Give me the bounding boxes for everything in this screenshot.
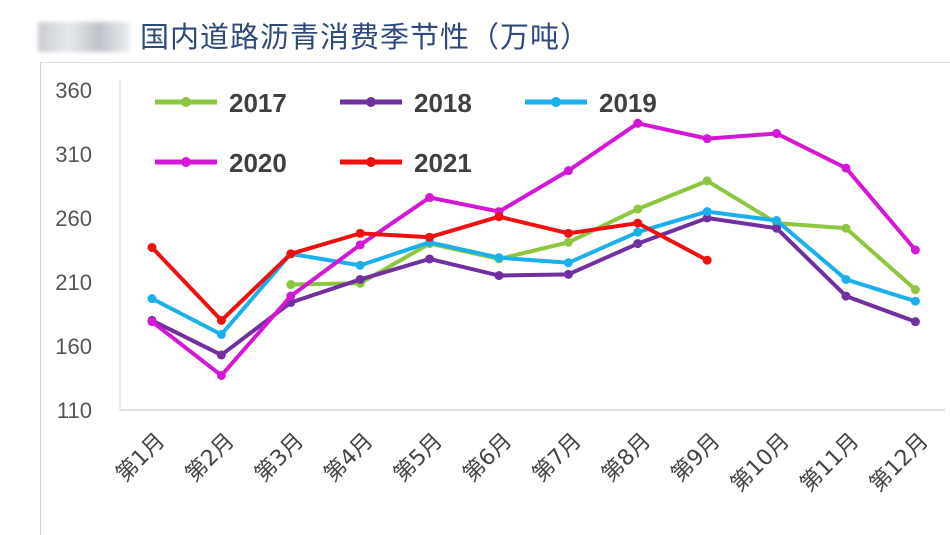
series-line-2021 (150, 214, 709, 323)
data-point-2020 (772, 129, 782, 139)
data-point-2017 (286, 280, 296, 290)
data-point-2021 (633, 218, 643, 228)
data-point-2019 (147, 294, 157, 304)
data-point-2021 (494, 212, 504, 222)
data-point-2018 (563, 269, 573, 279)
legend-label-2020: 2020 (229, 148, 287, 178)
legend-label-2018: 2018 (414, 88, 472, 118)
watermark-logo (38, 22, 130, 52)
y-tick-label: 110 (57, 398, 92, 423)
legend-label-2021: 2021 (414, 148, 472, 178)
data-point-2019 (910, 296, 920, 306)
data-point-2018 (910, 317, 920, 327)
data-point-2020 (633, 118, 643, 128)
data-point-2020 (910, 245, 920, 255)
data-point-2017 (563, 237, 573, 247)
data-point-2017 (702, 176, 712, 186)
data-point-2021 (702, 255, 712, 265)
data-point-2018 (216, 350, 226, 360)
data-point-2020 (147, 317, 157, 327)
legend-label-2019: 2019 (599, 88, 657, 118)
data-point-2020 (286, 291, 296, 301)
data-point-2018 (633, 239, 643, 249)
x-tick-label: 第5月 (389, 429, 448, 488)
data-point-2017 (841, 223, 851, 233)
x-tick-label: 第1月 (112, 429, 171, 488)
legend-marker-2019 (551, 97, 561, 107)
data-point-2018 (772, 223, 782, 233)
legend-marker-2017 (181, 97, 191, 107)
data-point-2019 (494, 253, 504, 263)
data-point-2021 (563, 228, 573, 238)
data-point-2019 (355, 260, 365, 270)
series-line-2020 (150, 121, 917, 378)
y-tick-label: 260 (55, 206, 92, 231)
x-tick-label: 第8月 (597, 429, 656, 488)
legend-marker-2018 (366, 97, 376, 107)
data-point-2018 (702, 213, 712, 223)
legend-marker-2020 (181, 157, 191, 167)
y-tick-label: 160 (55, 334, 92, 359)
data-point-2020 (216, 370, 226, 380)
x-tick-label: 第3月 (250, 429, 309, 488)
data-point-2017 (633, 204, 643, 214)
y-tick-label: 360 (55, 78, 92, 103)
data-point-2018 (425, 254, 435, 264)
chart-title: 国内道路沥青消费季节性（万吨） (140, 20, 591, 54)
data-point-2019 (633, 227, 643, 237)
y-tick-label: 310 (55, 142, 92, 167)
data-point-2020 (702, 134, 712, 144)
data-point-2021 (216, 315, 226, 325)
x-tick-label: 第7月 (528, 429, 587, 488)
data-point-2019 (563, 258, 573, 268)
data-point-2018 (494, 271, 504, 281)
series-line-2018 (151, 216, 917, 357)
x-tick-label: 第12月 (865, 429, 934, 498)
data-point-2019 (702, 207, 712, 217)
data-point-2018 (841, 291, 851, 301)
data-point-2020 (841, 163, 851, 173)
chart-frame (40, 62, 950, 535)
x-tick-label: 第6月 (459, 429, 518, 488)
data-point-2021 (425, 232, 435, 242)
data-point-2021 (355, 228, 365, 238)
x-tick-label: 第4月 (320, 429, 379, 488)
legend-label-2017: 2017 (229, 88, 287, 118)
legend-marker-2021 (366, 157, 376, 167)
data-point-2019 (216, 329, 226, 339)
data-point-2019 (841, 274, 851, 284)
x-tick-label: 第9月 (667, 429, 726, 488)
data-point-2019 (772, 216, 782, 226)
x-tick-label: 第11月 (796, 429, 865, 498)
series-line-2017 (290, 178, 917, 292)
data-point-2017 (910, 285, 920, 295)
data-point-2020 (563, 166, 573, 176)
data-point-2018 (355, 274, 365, 284)
x-tick-label: 第2月 (181, 429, 240, 488)
x-tick-label: 第10月 (726, 429, 795, 498)
data-point-2020 (425, 193, 435, 203)
data-point-2021 (286, 249, 296, 259)
data-point-2021 (147, 242, 157, 252)
data-point-2020 (355, 240, 365, 250)
y-tick-label: 210 (55, 270, 92, 295)
